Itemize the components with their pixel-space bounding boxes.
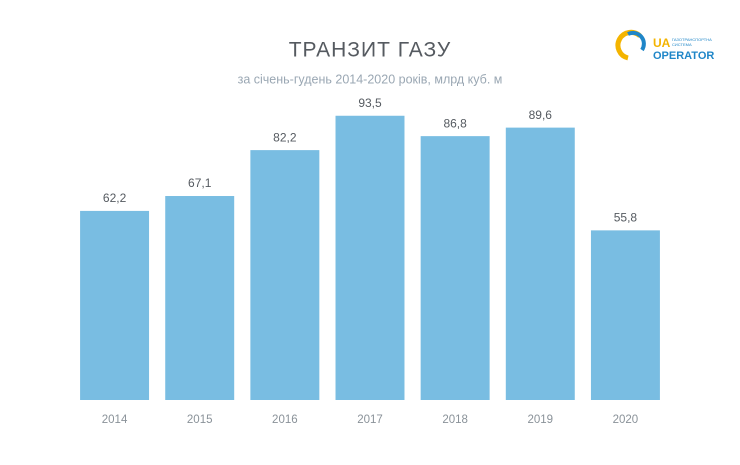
chart-subtitle: за січень-гудень 2014-2020 років, млрд к… — [238, 72, 503, 86]
x-tick-label: 2014 — [102, 414, 128, 426]
bar — [505, 127, 575, 400]
chart-title: ТРАНЗИТ ГАЗУ — [289, 39, 452, 62]
logo-mark: UA — [653, 36, 671, 50]
value-label: 67,1 — [188, 176, 212, 190]
bar — [590, 230, 660, 400]
value-label: 86,8 — [443, 116, 467, 130]
value-label: 89,6 — [529, 108, 553, 122]
bar — [165, 196, 235, 400]
logo-arc-blue — [627, 30, 646, 52]
value-label: 82,2 — [273, 130, 297, 144]
logo-name: OPERATOR — [653, 50, 714, 62]
x-tick-label: 2018 — [442, 414, 468, 426]
bar — [420, 136, 490, 401]
bar — [80, 210, 150, 400]
logo: UA OPERATOR ГАЗОТРАНСПОРТНА СИСТЕМА — [615, 29, 714, 62]
value-label: 93,5 — [358, 96, 382, 110]
x-tick-label: 2016 — [272, 414, 298, 426]
x-tick-label: 2015 — [187, 414, 213, 426]
x-tick-label: 2020 — [613, 414, 639, 426]
value-label: 55,8 — [614, 211, 638, 225]
bar — [250, 150, 320, 400]
logo-tagline: ГАЗОТРАНСПОРТНА — [672, 37, 712, 42]
logo-tagline: СИСТЕМА — [672, 42, 692, 47]
x-tick-label: 2017 — [357, 414, 383, 426]
x-tick-label: 2019 — [527, 414, 553, 426]
bar — [335, 115, 405, 400]
value-label: 62,2 — [103, 191, 127, 205]
